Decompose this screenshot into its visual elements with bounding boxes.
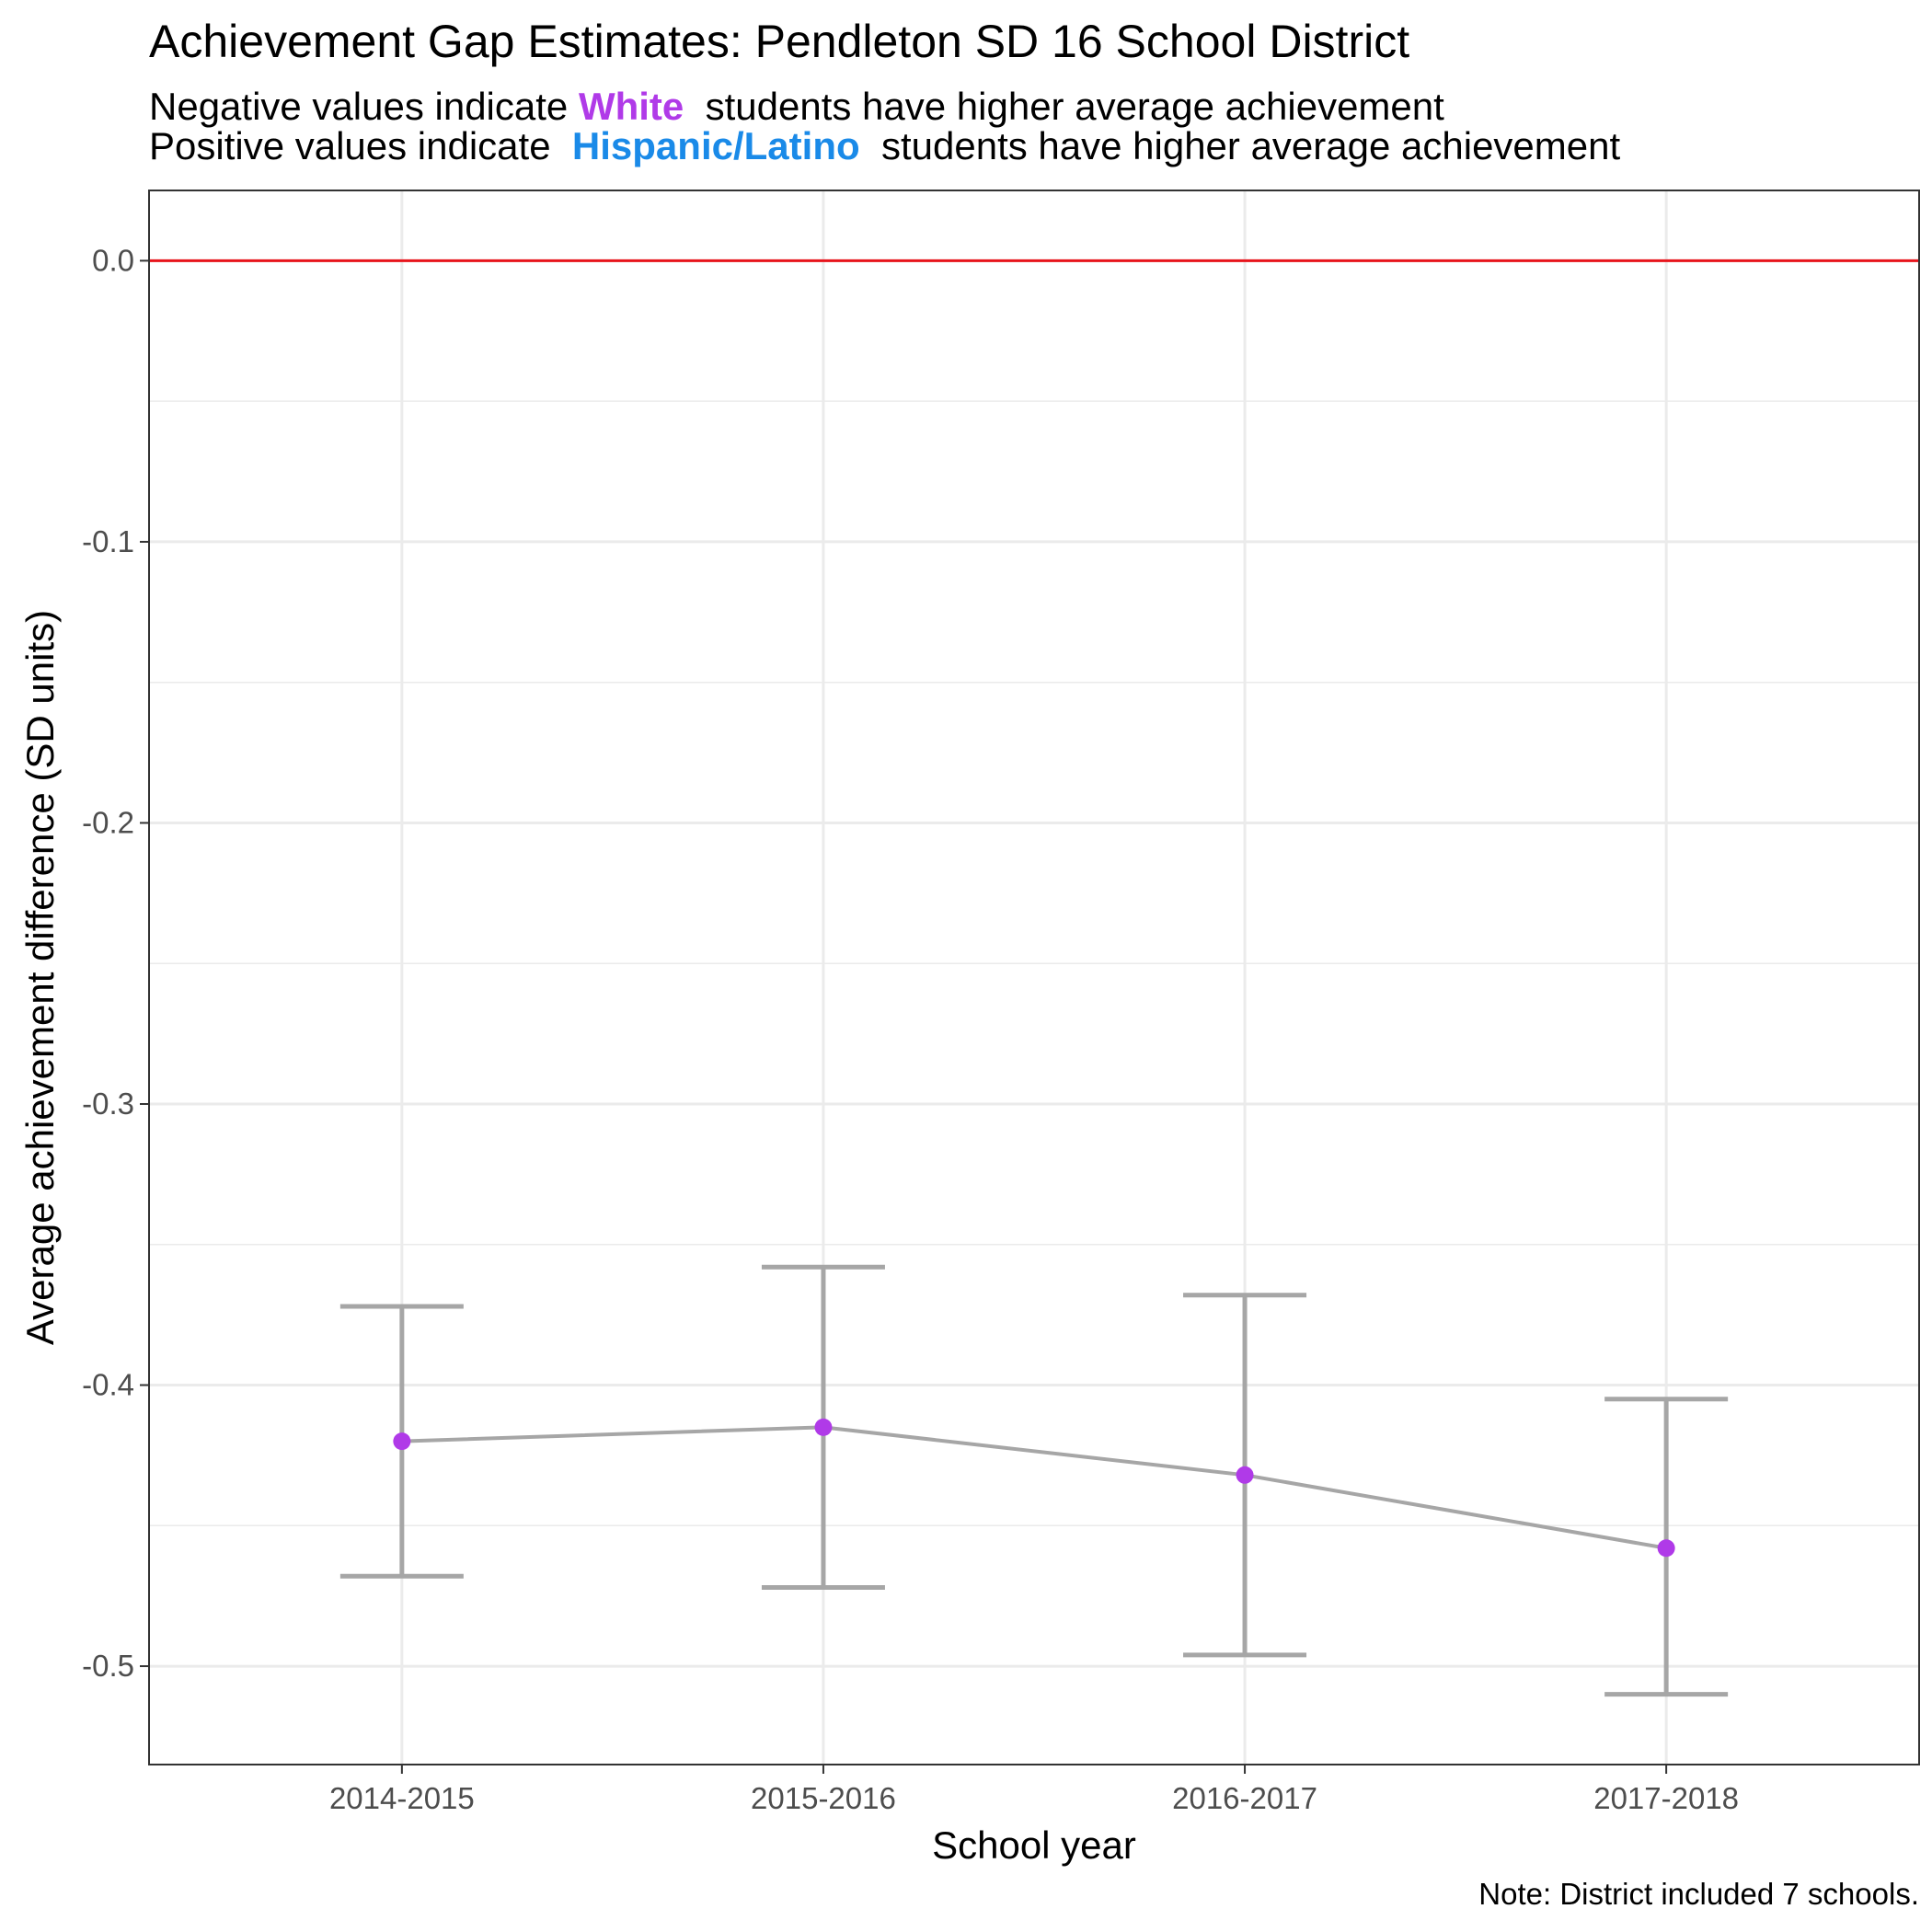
y-tick-label: -0.4 xyxy=(82,1368,134,1402)
series-line xyxy=(401,1425,1667,1550)
subtitle-2-prefix: Positive values indicate xyxy=(149,124,551,167)
y-tick-label: -0.1 xyxy=(82,524,134,558)
y-tick-label: -0.3 xyxy=(82,1087,134,1121)
y-tick-label: -0.2 xyxy=(82,805,134,839)
subtitle-line-2: Positive values indicate Hispanic/Latino… xyxy=(149,124,1620,168)
subtitle-2-suffix: students have higher average achievement xyxy=(880,124,1621,167)
subtitle-1-prefix: Negative values indicate xyxy=(149,85,569,128)
white-group-label: White xyxy=(578,85,684,128)
hispanic-group-label: Hispanic/Latino xyxy=(571,124,860,167)
panel-border xyxy=(148,190,1920,1765)
subtitle-line-1: Negative values indicate White students … xyxy=(149,85,1444,129)
x-axis-title: School year xyxy=(932,1823,1136,1867)
data-point xyxy=(1657,1539,1675,1558)
x-tick-label: 2017-2018 xyxy=(1593,1781,1739,1815)
plot-panel xyxy=(149,190,1919,1765)
y-tick-label: -0.5 xyxy=(82,1649,134,1683)
data-point xyxy=(393,1432,411,1451)
y-tick-label: 0.0 xyxy=(92,243,134,277)
note-text: Note: District included 7 schools. xyxy=(1478,1877,1919,1911)
x-tick-label: 2015-2016 xyxy=(751,1781,896,1815)
data-point xyxy=(1236,1466,1254,1484)
data-point xyxy=(814,1418,833,1436)
y-axis-title: Average achievement difference (SD units… xyxy=(18,610,62,1345)
chart-title: Achievement Gap Estimates: Pendleton SD … xyxy=(149,16,1410,67)
x-tick-label: 2014-2015 xyxy=(329,1781,475,1815)
x-tick-label: 2016-2017 xyxy=(1172,1781,1317,1815)
subtitle-1-suffix: students have higher average achievement xyxy=(705,85,1444,128)
